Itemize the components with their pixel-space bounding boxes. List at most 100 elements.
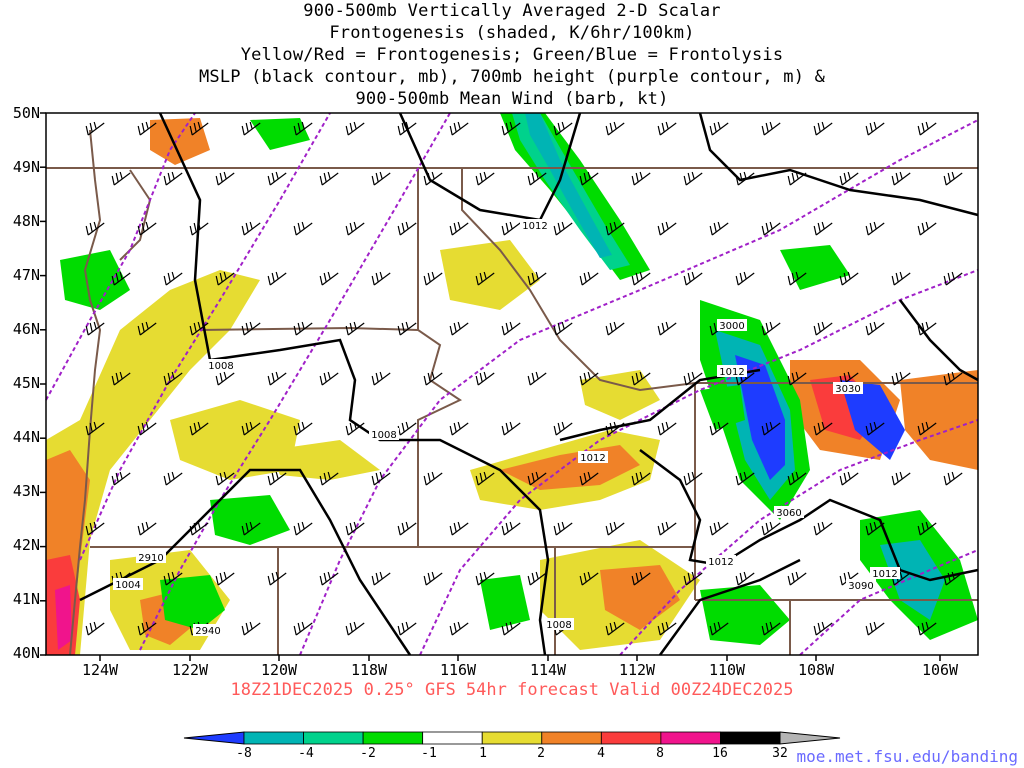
colorbar-swatch — [720, 731, 781, 745]
wind-barb — [215, 171, 235, 186]
wind-barb — [943, 171, 963, 186]
axis-ticks — [40, 112, 941, 661]
wind-barb — [501, 521, 521, 536]
height-label: 3060 — [776, 508, 801, 519]
height-label: 2910 — [138, 553, 163, 564]
lat-label: 48N — [12, 212, 40, 230]
wind-barb — [449, 521, 469, 536]
title-line-4: MSLP (black contour, mb), 700mb height (… — [198, 67, 826, 87]
wind-barb — [111, 371, 131, 386]
wind-barb — [813, 121, 833, 136]
wind-barb — [605, 221, 625, 236]
wind-barb — [631, 471, 651, 486]
wind-barb — [293, 621, 313, 636]
wind-barb — [345, 221, 365, 236]
wind-barb — [917, 621, 937, 636]
wind-barb — [345, 321, 365, 336]
wind-barb — [917, 321, 937, 336]
lat-label: 45N — [12, 374, 40, 392]
wind-barb — [241, 621, 261, 636]
wind-barb — [163, 571, 183, 586]
wind-barb — [709, 221, 729, 236]
mslp-label: 1008 — [546, 620, 571, 631]
wind-barb — [137, 621, 157, 636]
colorbar-swatch — [541, 731, 602, 745]
wind-barb — [735, 271, 755, 286]
wind-barb — [735, 371, 755, 386]
wind-barb — [137, 521, 157, 536]
wind-barb — [917, 421, 937, 436]
wind-barb — [345, 421, 365, 436]
wind-barb — [683, 271, 703, 286]
idaho-montana-border — [461, 168, 696, 600]
lat-label: 42N — [12, 536, 40, 554]
wind-barb — [943, 471, 963, 486]
wind-barb — [215, 271, 235, 286]
wind-barb — [891, 371, 911, 386]
wind-barb — [943, 571, 963, 586]
wind-barb — [683, 371, 703, 386]
colorbar-label: -2 — [360, 746, 376, 761]
wind-barb — [85, 321, 105, 336]
wind-barb — [865, 621, 885, 636]
wind-barbs — [85, 121, 963, 636]
wind-barb — [501, 221, 521, 236]
wind-barb — [111, 471, 131, 486]
wind-barb — [85, 121, 105, 136]
wind-barb — [423, 171, 443, 186]
wind-barb — [293, 321, 313, 336]
wind-barb — [709, 621, 729, 636]
lon-label: 106W — [921, 661, 959, 679]
wind-barb — [605, 421, 625, 436]
wind-barb — [657, 621, 677, 636]
colorbar-label: 32 — [772, 746, 788, 761]
title-line-1: 900-500mb Vertically Averaged 2-D Scalar — [303, 1, 721, 21]
wind-barb — [553, 421, 573, 436]
mslp-label: 1012 — [580, 453, 605, 464]
lon-label: 108W — [797, 661, 835, 679]
wind-barb — [449, 621, 469, 636]
lat-label: 44N — [12, 428, 40, 446]
wind-barb — [579, 371, 599, 386]
wind-barb — [579, 271, 599, 286]
colorbar-label: 16 — [712, 746, 728, 761]
wind-barb — [345, 621, 365, 636]
colorbar-swatch — [481, 731, 543, 745]
mslp-label: 1012 — [719, 367, 744, 378]
wind-barb — [553, 221, 573, 236]
wind-barb — [423, 571, 443, 586]
wind-barb — [891, 571, 911, 586]
wind-barb — [839, 271, 859, 286]
wind-barb — [423, 271, 443, 286]
wind-barb — [501, 321, 521, 336]
wind-barb — [215, 471, 235, 486]
wind-barb — [475, 171, 495, 186]
wind-barb — [865, 221, 885, 236]
wind-barb — [787, 371, 807, 386]
wind-barb — [449, 421, 469, 436]
wind-barb — [267, 471, 287, 486]
wind-barb — [605, 121, 625, 136]
colorbar-label: 1 — [479, 746, 487, 761]
wind-barb — [293, 521, 313, 536]
height-label: 3090 — [848, 581, 873, 592]
colorbar-label: 2 — [537, 746, 545, 761]
wind-barb — [85, 221, 105, 236]
mslp-label: 1008 — [371, 430, 396, 441]
wind-barb — [293, 121, 313, 136]
colorbar-swatch — [243, 731, 304, 745]
colorbar-swatch — [600, 731, 662, 745]
colorbar-swatch — [660, 731, 721, 745]
wind-barb — [163, 371, 183, 386]
wind-barb — [813, 321, 833, 336]
wind-barb — [189, 521, 209, 536]
credit-link[interactable]: moe.met.fsu.edu/banding — [796, 747, 1018, 766]
lon-label: 124W — [81, 661, 119, 679]
wind-barb — [475, 571, 495, 586]
wind-barb — [163, 171, 183, 186]
colorbar-label: -4 — [298, 746, 314, 761]
wind-barb — [761, 221, 781, 236]
wind-barb — [215, 571, 235, 586]
wind-barb — [787, 271, 807, 286]
wind-barb — [371, 371, 391, 386]
